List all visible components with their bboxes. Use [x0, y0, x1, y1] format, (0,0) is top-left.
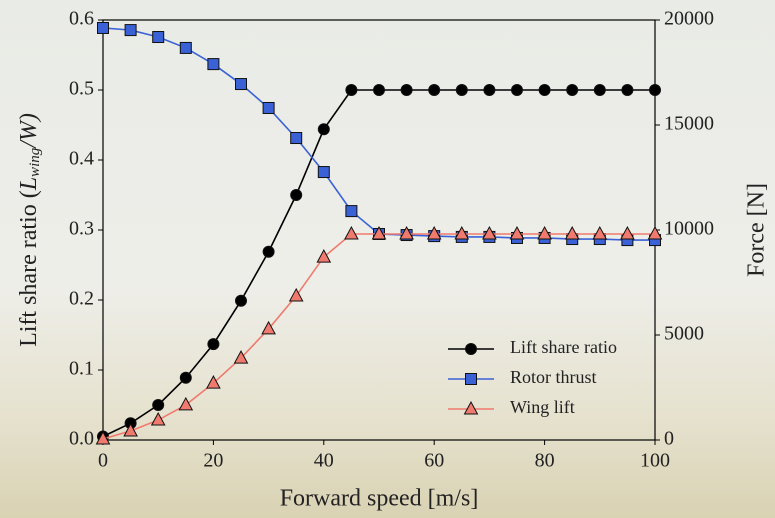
marker: [345, 84, 358, 96]
marker: [152, 31, 165, 44]
marker: [262, 245, 275, 258]
y-tick-label: 0.4: [69, 148, 94, 170]
y-tick-label: 0.2: [69, 288, 94, 310]
marker: [235, 294, 247, 307]
marker: [207, 58, 220, 71]
marker: [509, 225, 525, 240]
marker: [150, 412, 166, 426]
marker: [152, 399, 165, 411]
marker: [207, 338, 220, 351]
y-tick-label: 0.1: [69, 358, 94, 380]
y-tick-label: 0.6: [69, 8, 94, 30]
y-label-symbol: L: [16, 177, 42, 191]
x-tick-label: 60: [424, 450, 444, 472]
marker: [621, 84, 634, 96]
marker: [463, 400, 479, 415]
marker: [261, 320, 276, 335]
y-axis-label: Lift share ratio (Lwing/W): [16, 113, 44, 347]
marker: [97, 21, 109, 34]
marker: [288, 287, 304, 302]
y-tick-label: 0.5: [69, 78, 94, 100]
marker: [179, 41, 192, 54]
y2-tick-label: 5000: [664, 323, 704, 345]
x-tick-label: 80: [535, 450, 555, 472]
marker: [317, 123, 330, 136]
series-line: [102, 27, 655, 241]
y2-tick-label: 15000: [664, 113, 714, 135]
x-tick-label: 100: [640, 450, 670, 472]
marker: [482, 225, 497, 240]
marker: [262, 101, 275, 114]
marker: [537, 225, 552, 240]
y2-axis-label: Force [N]: [744, 183, 770, 277]
marker: [316, 249, 332, 263]
x-tick-label: 0: [98, 450, 108, 472]
marker: [400, 84, 413, 96]
marker: [465, 343, 477, 355]
marker: [233, 350, 249, 364]
marker: [179, 371, 192, 384]
y-tick-label: 0.0: [69, 428, 94, 450]
y-label-rest: /W): [16, 113, 42, 150]
y-label-text: Lift share ratio (: [16, 190, 42, 347]
marker: [620, 225, 635, 240]
marker: [235, 78, 247, 91]
y2-tick-label: 0: [664, 428, 674, 450]
marker: [399, 225, 414, 240]
y-tick-label: 0.3: [69, 218, 94, 240]
marker: [592, 225, 608, 240]
marker: [317, 166, 330, 179]
y-label-subscript: wing: [27, 147, 43, 177]
marker: [371, 225, 387, 240]
y2-tick-label: 20000: [664, 8, 714, 30]
marker: [290, 189, 303, 201]
marker: [538, 84, 551, 96]
y2-tick-label: 10000: [664, 218, 714, 240]
marker: [483, 84, 496, 96]
marker: [511, 84, 523, 96]
legend-label: Rotor thrust: [510, 367, 597, 387]
legend-label: Wing lift: [510, 397, 575, 417]
x-tick-label: 40: [314, 450, 334, 472]
marker: [206, 375, 221, 389]
marker: [124, 24, 137, 37]
marker: [123, 422, 138, 437]
marker: [178, 396, 194, 411]
marker: [345, 205, 358, 218]
marker: [290, 132, 303, 145]
x-tick-label: 20: [203, 450, 223, 472]
marker: [566, 84, 579, 96]
marker: [454, 225, 470, 240]
marker: [564, 225, 580, 240]
legend-label: Lift share ratio: [510, 337, 617, 357]
marker: [373, 84, 385, 96]
x-axis-label: Forward speed [m/s]: [280, 486, 479, 512]
marker: [428, 84, 441, 96]
marker: [426, 225, 442, 240]
marker: [593, 84, 606, 96]
marker: [649, 84, 661, 96]
marker: [455, 84, 468, 96]
marker: [344, 225, 359, 240]
marker: [647, 225, 663, 240]
marker: [95, 430, 111, 445]
marker: [465, 373, 477, 385]
